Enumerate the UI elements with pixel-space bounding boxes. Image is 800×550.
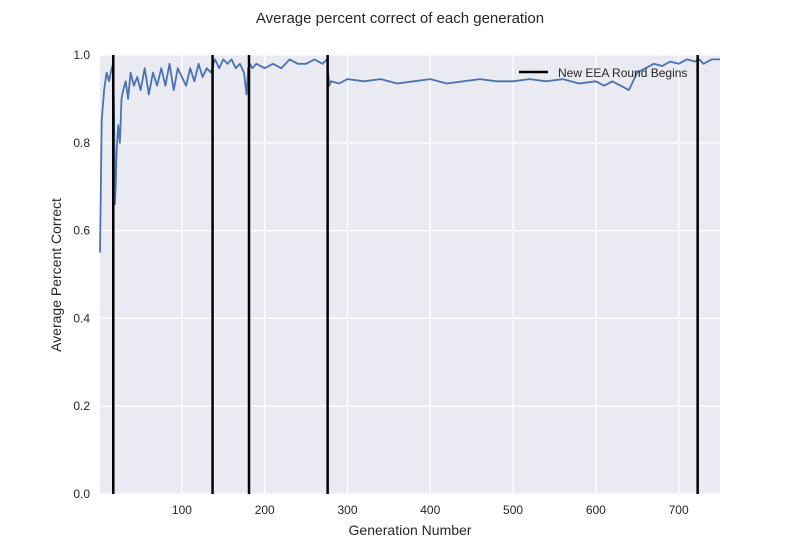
x-axis-label: Generation Number bbox=[349, 522, 472, 538]
x-tick-label: 300 bbox=[337, 503, 357, 517]
y-tick-label: 0.6 bbox=[73, 224, 90, 238]
y-tick-label: 0.0 bbox=[73, 487, 90, 501]
y-tick-label: 0.8 bbox=[73, 136, 90, 150]
legend: New EEA Round Begins bbox=[519, 66, 687, 80]
x-tick-label: 400 bbox=[420, 503, 440, 517]
x-tick-label: 600 bbox=[586, 503, 606, 517]
y-tick-label: 0.2 bbox=[73, 399, 90, 413]
x-tick-label: 100 bbox=[172, 503, 192, 517]
x-axis: 100 200 300 400 500 600 700 bbox=[172, 503, 689, 517]
plot-area bbox=[100, 55, 720, 494]
x-tick-label: 200 bbox=[255, 503, 275, 517]
round-marker-lines bbox=[111, 55, 699, 494]
chart-title: Average percent correct of each generati… bbox=[256, 10, 544, 27]
y-axis: 0.0 0.2 0.4 0.6 0.8 1.0 bbox=[73, 48, 90, 501]
legend-label: New EEA Round Begins bbox=[558, 66, 687, 80]
y-tick-label: 1.0 bbox=[73, 48, 90, 62]
x-tick-label: 700 bbox=[669, 503, 689, 517]
y-tick-label: 0.4 bbox=[73, 311, 90, 325]
y-axis-label: Average Percent Correct bbox=[48, 198, 64, 352]
x-tick-label: 500 bbox=[503, 503, 523, 517]
grid bbox=[100, 54, 720, 495]
